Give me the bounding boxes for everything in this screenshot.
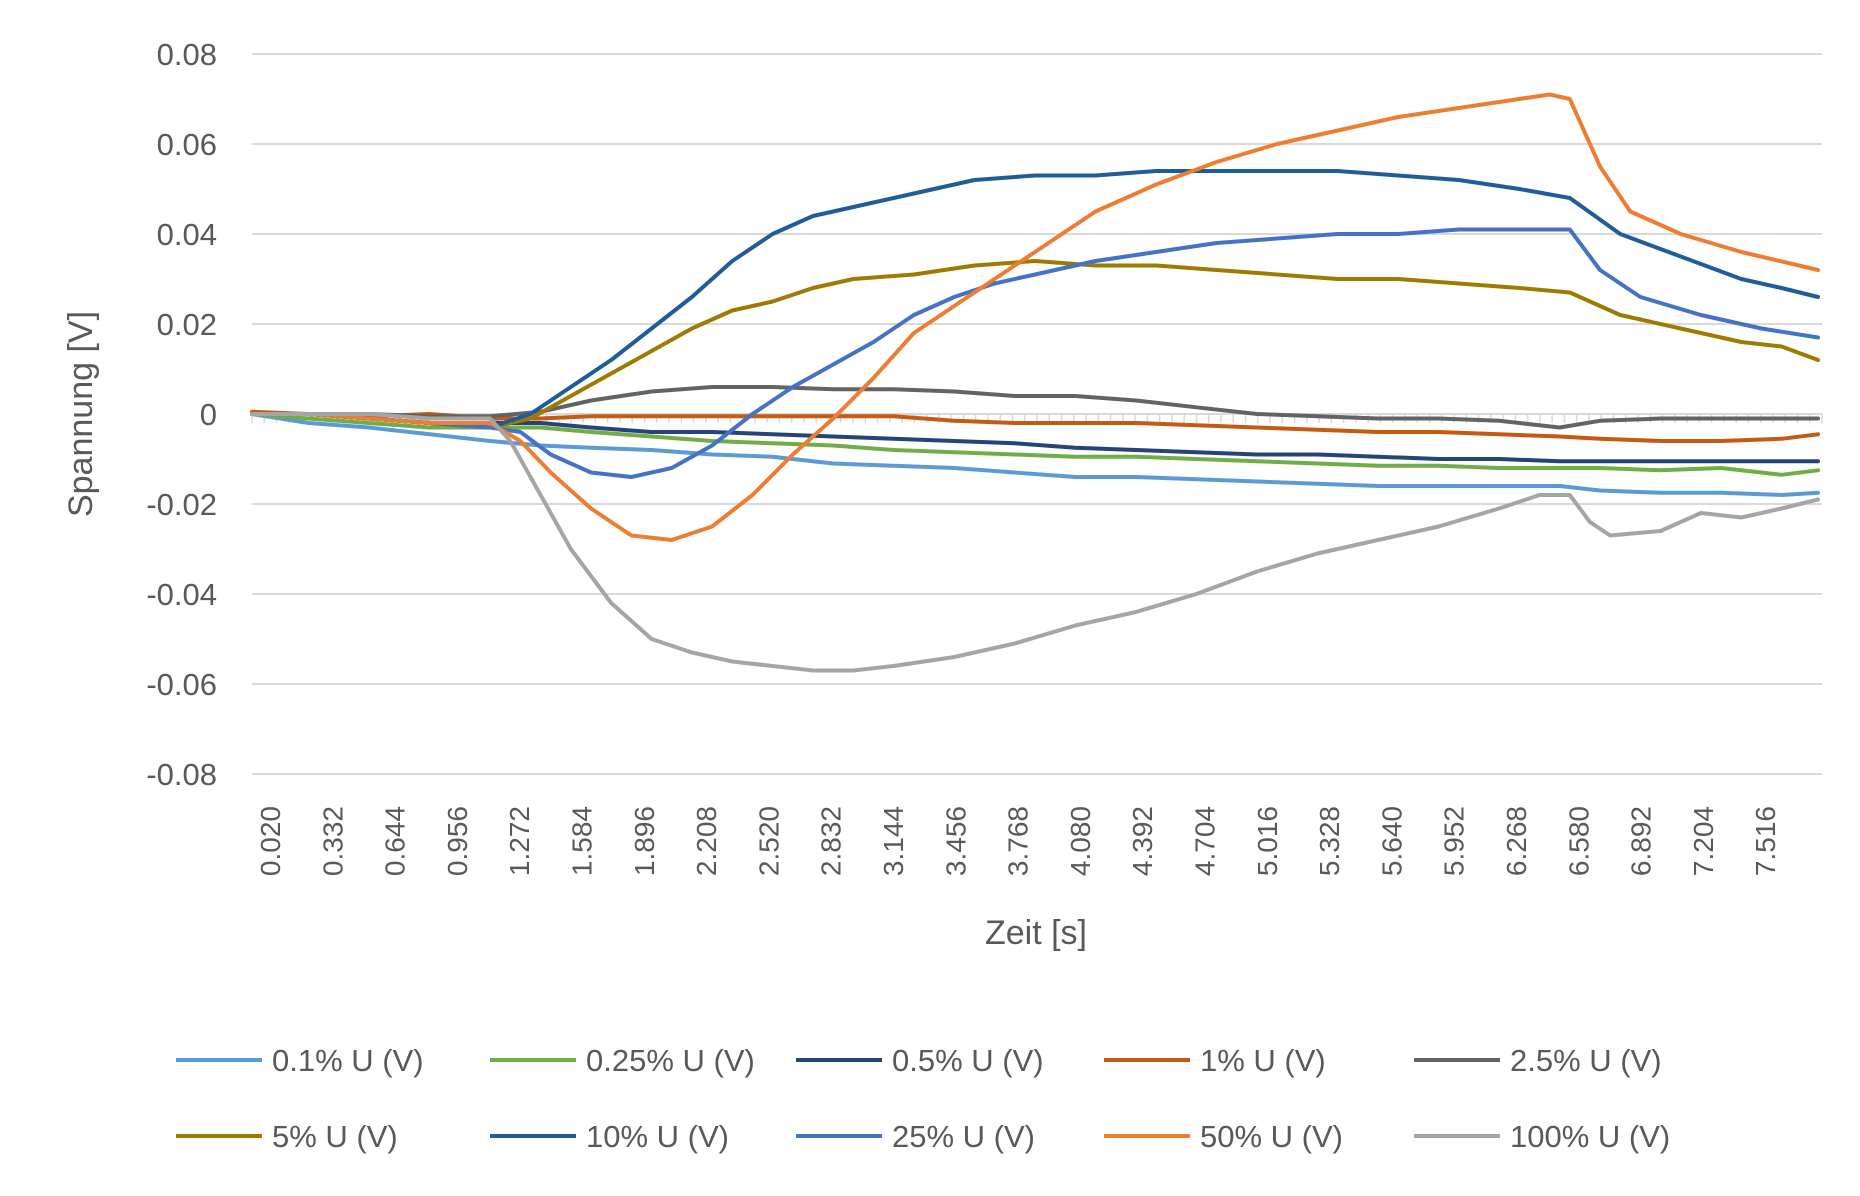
legend: 0.1% U (V) 0.25% U (V) 0.5% U (V) 1% U (V) 2… — [176, 1043, 1670, 1154]
legend-label: 1% U (V) — [1200, 1043, 1326, 1078]
y-tick-label: -0.04 — [146, 577, 217, 612]
legend-label: 0.5% U (V) — [892, 1043, 1044, 1078]
series-line-2 — [250, 412, 1820, 477]
x-tick-label: 3.768 — [1003, 806, 1034, 876]
series-line-9 — [250, 92, 1820, 542]
x-tick-label: 2.208 — [691, 806, 722, 876]
y-tick-label: -0.06 — [146, 667, 217, 702]
x-tick-label: 2.832 — [816, 806, 847, 876]
x-tick-label: 5.640 — [1376, 806, 1407, 876]
y-tick-label: -0.08 — [146, 757, 217, 792]
x-tick-labels: 0.020 0.332 0.644 0.956 1.272 1.584 1.896 2.208… — [255, 806, 1781, 876]
x-tick-label: 4.080 — [1065, 806, 1096, 876]
y-tick-label: 0.08 — [157, 37, 217, 72]
y-tick-label: 0.06 — [157, 127, 217, 162]
legend-label: 0.1% U (V) — [272, 1043, 424, 1078]
x-tick-label: 2.520 — [753, 806, 784, 876]
x-tick-label: 7.204 — [1688, 806, 1719, 876]
x-tick-label: 4.704 — [1190, 806, 1221, 876]
x-tick-label: 4.392 — [1127, 806, 1158, 876]
legend-label: 25% U (V) — [892, 1119, 1035, 1154]
series-line-1 — [250, 412, 1820, 497]
series-line-7 — [250, 169, 1820, 430]
legend-label: 2.5% U (V) — [1510, 1043, 1662, 1078]
x-tick-label: 1.584 — [567, 806, 598, 876]
series-line-6 — [250, 259, 1820, 430]
y-tick-labels: 0.08 0.06 0.04 0.02 0 -0.02 -0.04 -0.06 -0.08 — [146, 37, 217, 792]
grid-lines — [252, 53, 1822, 775]
x-tick-label: 3.456 — [940, 806, 971, 876]
x-tick-label: 5.328 — [1314, 806, 1345, 876]
x-tick-label: 3.144 — [878, 806, 909, 876]
y-tick-label: 0.02 — [157, 307, 217, 342]
x-axis-title: Zeit [s] — [985, 914, 1087, 952]
x-tick-label: 0.644 — [380, 806, 411, 876]
x-tick-label: 1.896 — [629, 806, 660, 876]
x-tick-label: 5.952 — [1439, 806, 1470, 876]
y-axis-title: Spannung [V] — [62, 311, 100, 517]
series-line-5 — [250, 385, 1820, 430]
x-tick-label: 5.016 — [1252, 806, 1283, 876]
x-tick-label: 0.020 — [255, 806, 286, 876]
x-tick-label: 6.580 — [1563, 806, 1594, 876]
x-tick-label: 1.272 — [504, 806, 535, 876]
y-tick-label: 0.04 — [157, 217, 217, 252]
legend-label: 100% U (V) — [1510, 1119, 1670, 1154]
x-tick-label: 0.332 — [317, 806, 348, 876]
y-tick-label: -0.02 — [146, 487, 217, 522]
series-lines — [250, 92, 1820, 673]
x-tick-label: 7.516 — [1750, 806, 1781, 876]
legend-label: 0.25% U (V) — [586, 1043, 755, 1078]
series-line-10 — [250, 412, 1820, 673]
x-tick-label: 0.956 — [442, 806, 473, 876]
y-tick-label: 0 — [200, 397, 217, 432]
legend-label: 5% U (V) — [272, 1119, 398, 1154]
x-tick-label: 6.268 — [1501, 806, 1532, 876]
legend-label: 10% U (V) — [586, 1119, 729, 1154]
series-line-8 — [250, 227, 1820, 479]
legend-label: 50% U (V) — [1200, 1119, 1343, 1154]
x-tick-label: 6.892 — [1626, 806, 1657, 876]
